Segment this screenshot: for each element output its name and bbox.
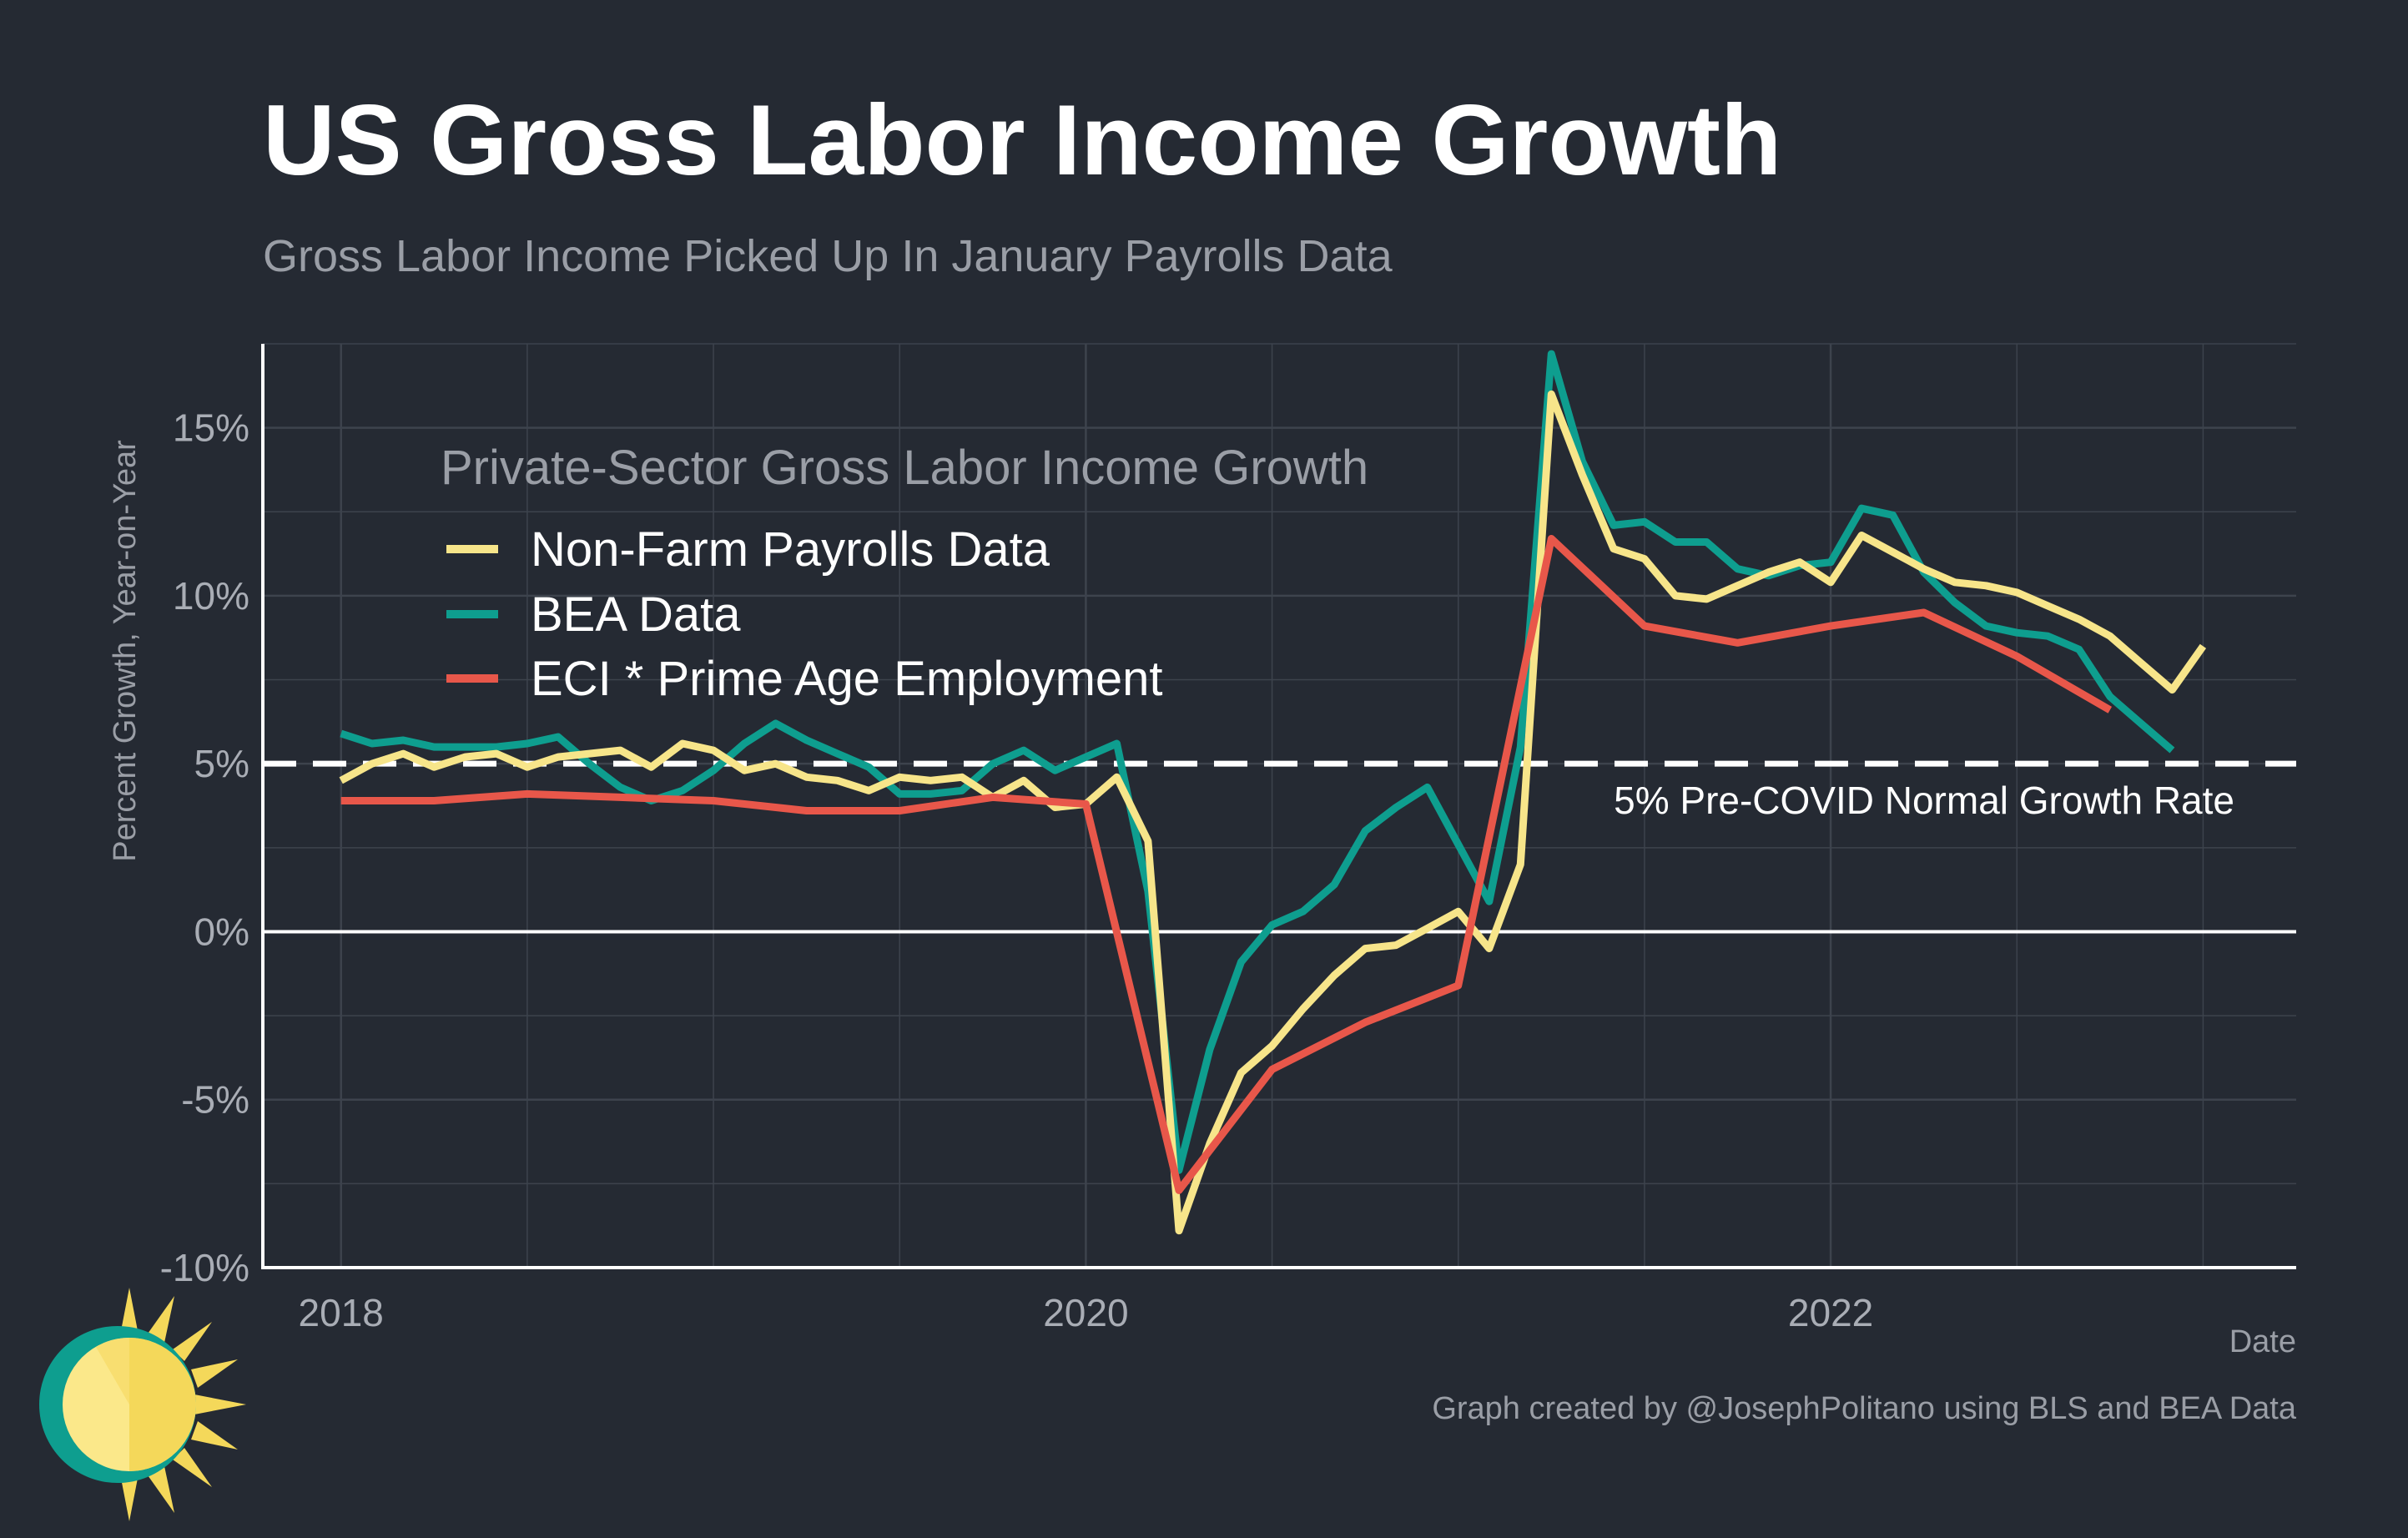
y-tick-label: -10% xyxy=(160,1246,249,1289)
y-tick-label: 0% xyxy=(194,910,249,953)
y-axis-title: Percent Growth, Year-on-Year xyxy=(108,440,143,862)
legend-label-bea: BEA Data xyxy=(531,587,741,642)
y-tick-label: 15% xyxy=(173,406,249,450)
chart-subtitle: Gross Labor Income Picked Up In January … xyxy=(263,231,1393,281)
legend-label-eci: ECI * Prime Age Employment xyxy=(531,652,1163,706)
x-tick-label: 2022 xyxy=(1788,1291,1873,1334)
x-tick-label: 2020 xyxy=(1043,1291,1128,1334)
reference-line-label: 5% Pre-COVID Normal Growth Rate xyxy=(1614,779,2234,822)
series-line-nfp xyxy=(339,390,2207,1235)
x-axis-title: Date xyxy=(2229,1324,2296,1359)
y-tick-label: 10% xyxy=(173,574,249,618)
sun-icon xyxy=(39,1288,246,1521)
legend: Private-Sector Gross Labor Income Growth… xyxy=(441,441,1368,706)
y-tick-label: 5% xyxy=(194,742,249,785)
chart-title: US Gross Labor Income Growth xyxy=(263,84,1782,196)
axes xyxy=(261,344,2296,1269)
caption: Graph created by @JosephPolitano using B… xyxy=(1432,1391,2297,1426)
x-tick-label: 2018 xyxy=(299,1291,384,1334)
series-lines xyxy=(339,350,2207,1235)
axis-labels: 15% 10% 5% 0% -5% -10% 2018 2020 2022 xyxy=(160,406,1874,1334)
legend-label-nfp: Non-Farm Payrolls Data xyxy=(531,522,1050,577)
legend-title: Private-Sector Gross Labor Income Growth xyxy=(441,441,1368,495)
y-tick-label: -5% xyxy=(181,1078,249,1122)
series-line-eci xyxy=(340,535,2113,1194)
reference-lines xyxy=(263,760,2296,934)
